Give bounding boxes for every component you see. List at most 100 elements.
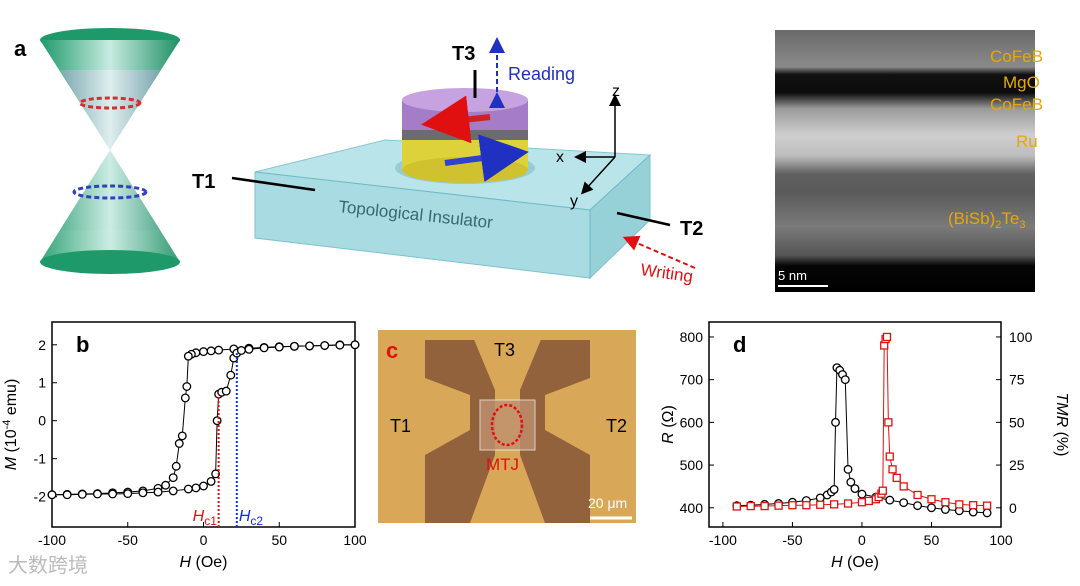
- coercive-label: Hc1: [193, 508, 218, 528]
- data-point: [913, 501, 923, 511]
- data-point: [885, 452, 894, 461]
- text-part: H: [831, 554, 843, 571]
- charts: -100 -50 0 50 100 -2 -1 0 1 2 H (Oe) M (10-4 emu) b H…: [1, 321, 1070, 571]
- y2-tick-label: 25: [1009, 457, 1025, 473]
- data-point: [214, 345, 224, 355]
- terminal-label: T1: [390, 416, 411, 436]
- text-part: c1: [204, 514, 217, 528]
- data-point: [244, 344, 254, 354]
- panel-label: a: [14, 36, 27, 61]
- reading-label: Reading: [508, 64, 575, 84]
- y-tick-label: 500: [680, 457, 704, 473]
- data-point: [888, 465, 897, 474]
- text-part: -4: [1, 420, 13, 430]
- panel-label: b: [76, 332, 89, 357]
- text-part: (10: [3, 429, 20, 457]
- data-point: [899, 482, 908, 491]
- data-point: [829, 500, 839, 509]
- axis-label: x: [556, 149, 564, 166]
- data-point: [788, 501, 797, 510]
- text-part: H: [239, 508, 251, 525]
- data-point: [305, 341, 314, 351]
- data-point: [843, 464, 853, 474]
- data-point: [226, 370, 236, 380]
- terminal-label: T3: [494, 340, 515, 360]
- data-point: [174, 439, 184, 448]
- text-part: (Oe): [843, 554, 879, 571]
- x-tick-label: 0: [858, 532, 866, 548]
- y2-tick-label: 50: [1009, 414, 1025, 430]
- data-point: [982, 508, 992, 518]
- text-part: (%): [1053, 427, 1070, 456]
- x-tick-label: 50: [271, 532, 287, 548]
- watermark: 大数跨境: [8, 554, 88, 577]
- data-point: [840, 375, 850, 385]
- mtj-label: MTJ: [486, 455, 519, 474]
- y2-tick-label: 0: [1009, 500, 1017, 516]
- terminal-label: T2: [606, 416, 627, 436]
- panel-label: c: [386, 338, 398, 363]
- data-point: [168, 486, 178, 496]
- data-point: [968, 507, 978, 517]
- series-line: [51, 344, 355, 496]
- data-point: [350, 340, 360, 350]
- data-point: [212, 416, 222, 426]
- x-tick-label: 100: [343, 532, 367, 548]
- x-axis-label: H (Oe): [831, 554, 879, 571]
- terminal-label: T3: [452, 43, 475, 65]
- layer-label: CoFeB: [990, 95, 1043, 114]
- data-point: [899, 498, 909, 508]
- data-point: [77, 489, 87, 499]
- y-tick-label: 2: [38, 337, 46, 353]
- terminal-label: T2: [680, 218, 703, 240]
- data-point: [913, 490, 922, 500]
- y-tick-label: 400: [680, 500, 704, 516]
- data-point: [183, 351, 193, 361]
- data-point: [206, 476, 216, 486]
- data-point: [161, 480, 171, 490]
- terminal-label: T1: [192, 171, 215, 193]
- text-part: (Oe): [191, 554, 227, 571]
- text-part: 3: [1019, 219, 1025, 231]
- text-part: H: [193, 508, 205, 525]
- data-point: [92, 489, 102, 499]
- text-part: R: [660, 432, 677, 444]
- text-part: (BiSb): [948, 209, 995, 228]
- data-point: [831, 417, 840, 427]
- layer-label: Ru: [1016, 132, 1038, 151]
- data-point: [850, 484, 860, 494]
- x-tick-label: -100: [38, 532, 66, 548]
- data-point: [857, 489, 867, 499]
- data-point: [47, 490, 57, 500]
- x-axis-label: H (Oe): [179, 554, 227, 571]
- data-point: [221, 386, 231, 396]
- data-point: [941, 498, 950, 507]
- plot-frame: [708, 321, 1002, 528]
- series-line: [52, 344, 356, 496]
- data-point: [168, 473, 178, 483]
- x-tick-label: 50: [924, 532, 940, 548]
- data-point: [969, 501, 978, 510]
- scale-label: 5 nm: [778, 268, 807, 283]
- y-tick-label: -1: [34, 451, 47, 467]
- tem-image: [775, 30, 1035, 292]
- x-tick-label: -100: [709, 532, 737, 548]
- data-point: [183, 484, 193, 494]
- data-point: [955, 500, 964, 509]
- data-point: [982, 501, 992, 510]
- panel-label: d: [733, 332, 746, 357]
- series-line: [736, 335, 988, 507]
- data-point: [320, 341, 330, 350]
- data-point: [878, 486, 887, 495]
- axis-label: y: [570, 193, 578, 210]
- y-axis-label: M (10-4 emu): [1, 379, 20, 471]
- y2-tick-label: 100: [1009, 329, 1033, 345]
- data-point: [940, 505, 950, 514]
- data-point: [274, 342, 284, 352]
- micrograph: [378, 330, 636, 523]
- y-tick-label: 700: [680, 372, 704, 388]
- text-part: 2: [995, 219, 1001, 231]
- data-point: [732, 502, 741, 511]
- y-axis-label: R (Ω): [660, 405, 677, 444]
